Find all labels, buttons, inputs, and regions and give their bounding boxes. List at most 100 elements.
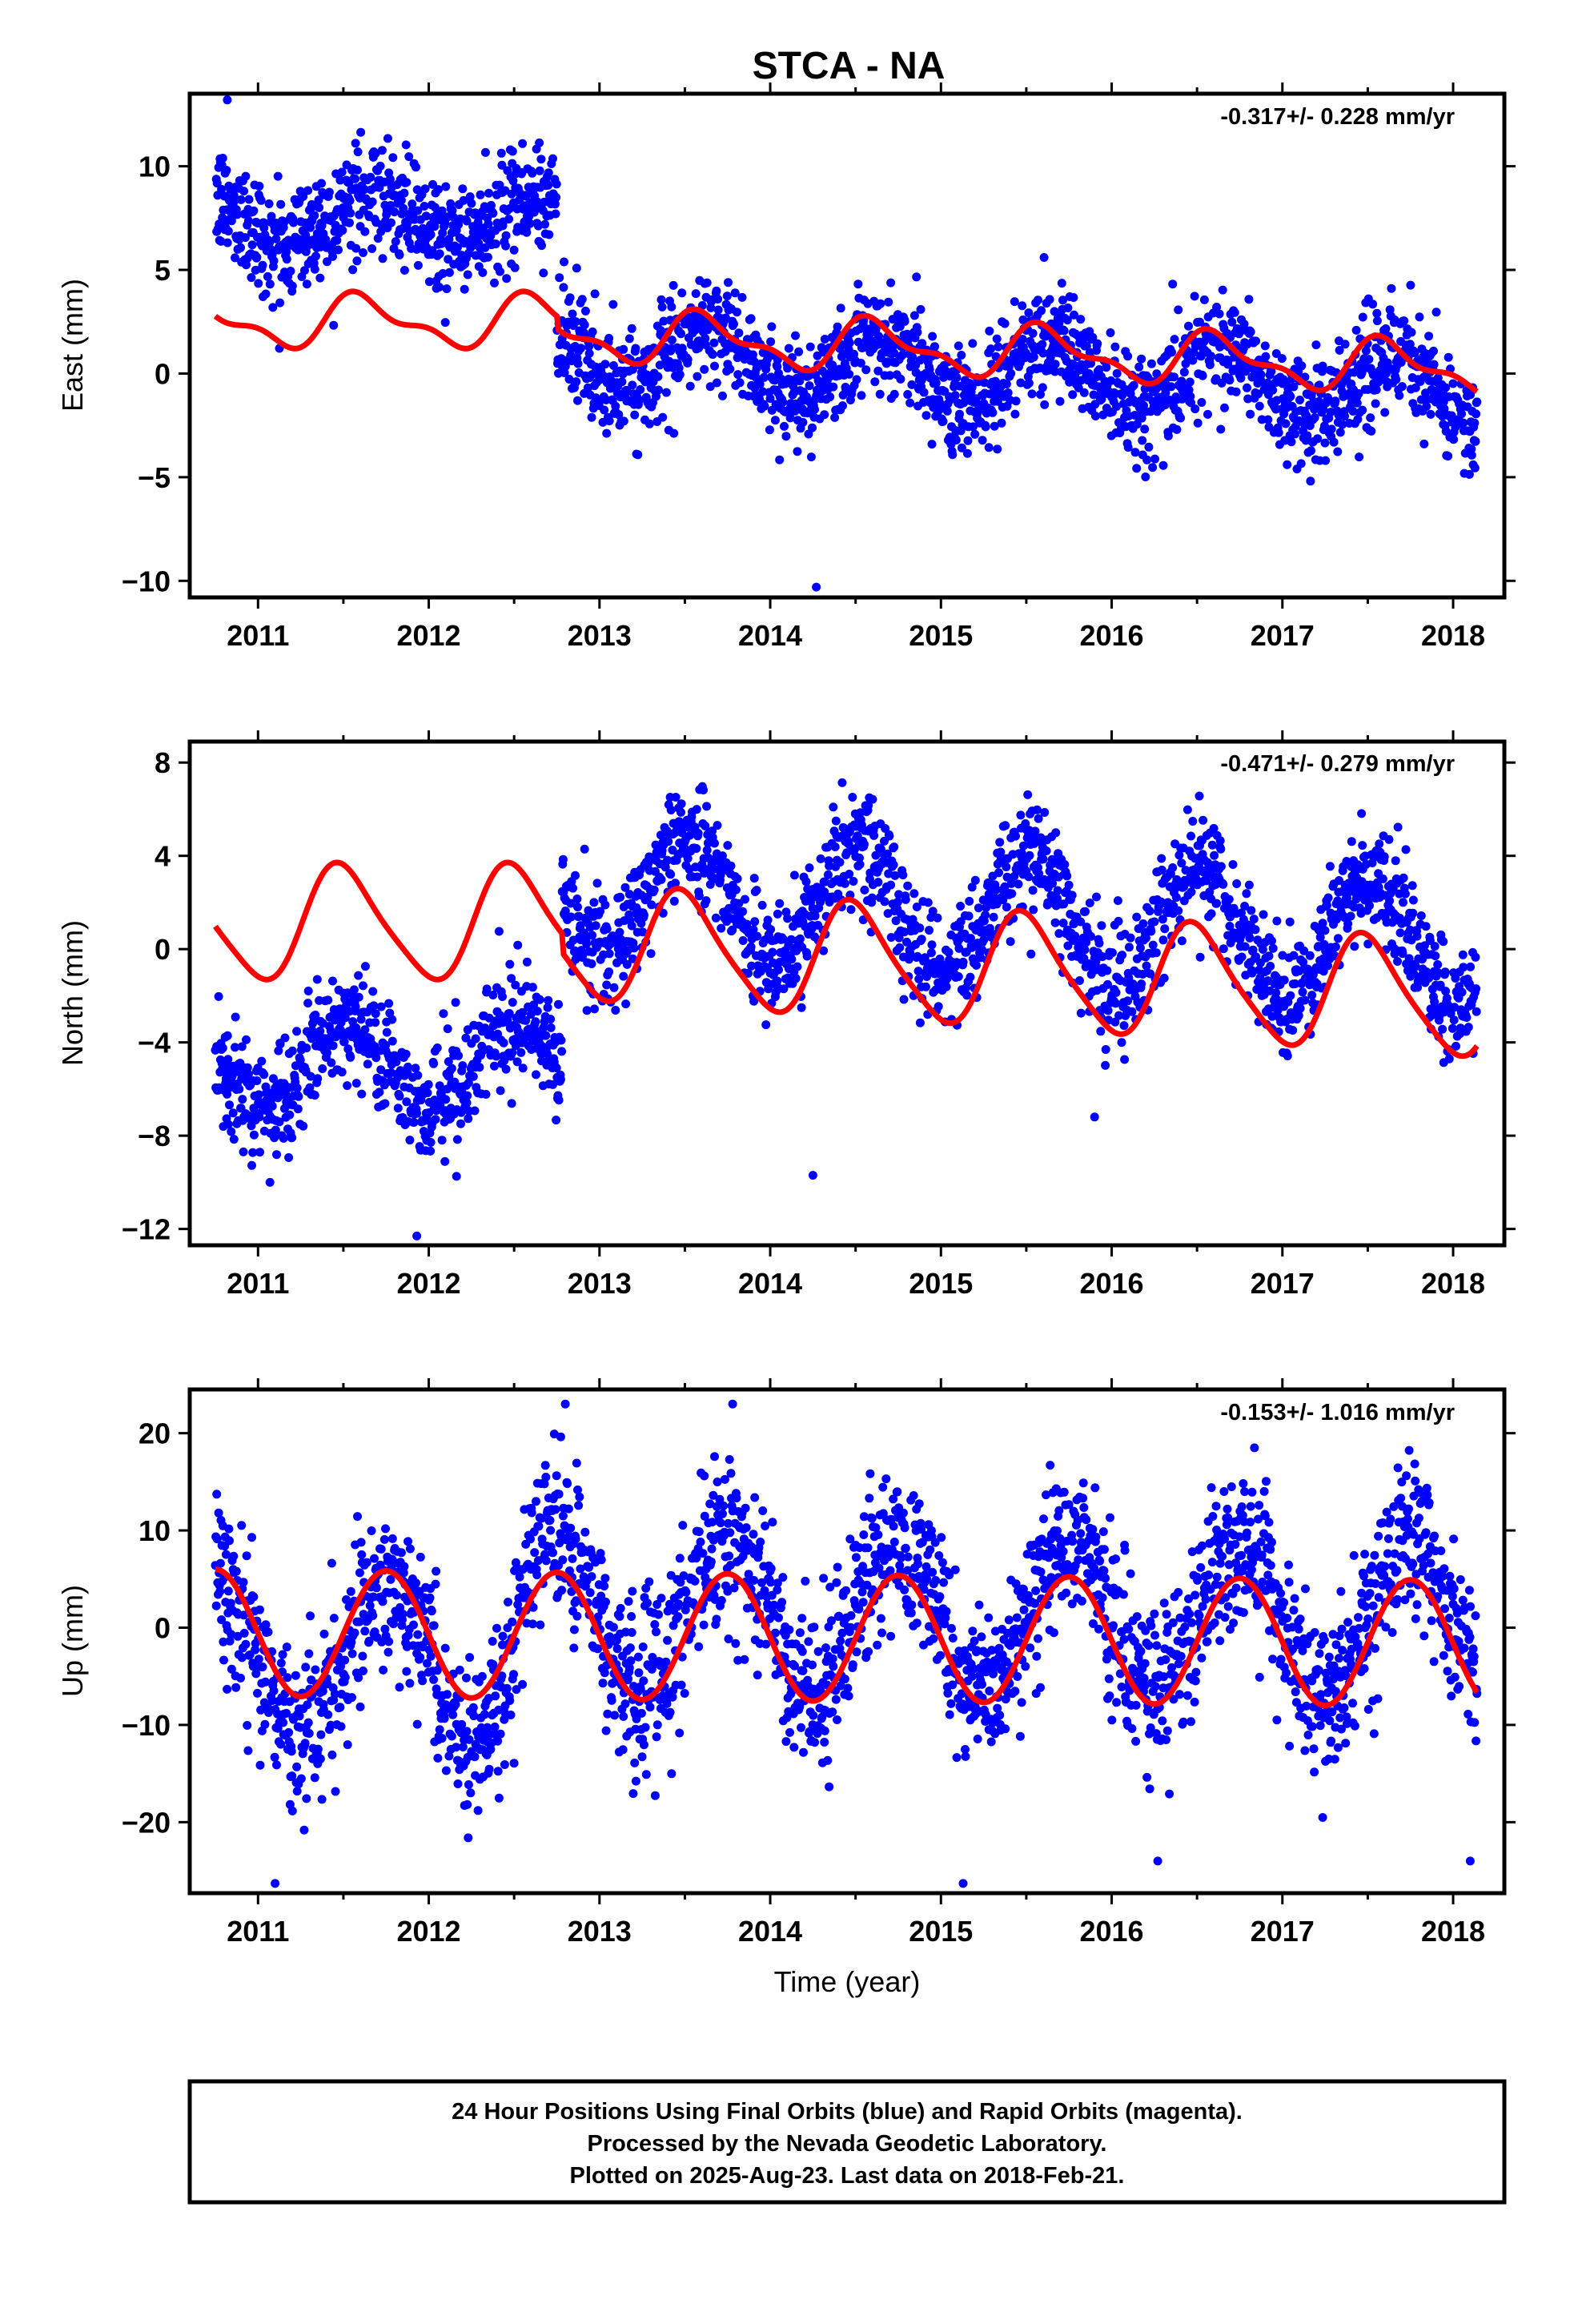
data-point — [267, 1101, 277, 1111]
data-point — [1355, 452, 1364, 462]
data-point — [242, 260, 251, 270]
data-point — [710, 361, 719, 371]
data-point — [1458, 950, 1468, 959]
data-point — [724, 278, 733, 287]
data-point — [1093, 339, 1102, 348]
data-point — [1441, 383, 1451, 392]
data-point — [1399, 898, 1407, 907]
data-point — [1177, 936, 1186, 946]
data-point — [544, 168, 553, 178]
data-point — [630, 410, 640, 420]
data-point — [279, 1133, 288, 1143]
data-point — [383, 134, 392, 143]
data-point — [835, 858, 845, 867]
data-point — [302, 279, 311, 289]
data-point — [876, 299, 885, 308]
data-point — [343, 1081, 352, 1091]
data-point — [335, 175, 345, 185]
data-point — [1333, 447, 1343, 456]
data-point — [580, 306, 590, 316]
data-point — [1443, 452, 1453, 460]
data-point — [225, 1100, 234, 1110]
data-point — [359, 248, 367, 257]
data-point — [1203, 409, 1212, 419]
data-point — [1086, 931, 1095, 941]
data-point — [741, 895, 749, 904]
data-point — [1261, 352, 1271, 361]
data-point — [287, 1046, 297, 1055]
data-point — [384, 999, 394, 1008]
data-point — [692, 805, 701, 814]
data-point — [276, 199, 286, 209]
data-point — [410, 215, 420, 224]
data-point — [1199, 295, 1209, 304]
data-point — [616, 892, 625, 902]
data-point — [1011, 396, 1021, 406]
data-point — [849, 877, 858, 886]
data-point — [396, 195, 406, 205]
data-point — [962, 448, 972, 458]
data-point — [329, 320, 339, 330]
data-point — [913, 328, 922, 337]
data-point — [1421, 922, 1431, 931]
data-point — [462, 216, 472, 226]
data-point — [507, 1099, 516, 1108]
x-tick-label: 2015 — [909, 619, 973, 652]
data-point — [353, 165, 362, 175]
data-point — [387, 1015, 397, 1024]
data-point — [269, 256, 279, 266]
data-point — [604, 949, 614, 959]
data-point — [1321, 456, 1331, 465]
data-point — [993, 444, 1002, 454]
data-point — [375, 1088, 384, 1097]
data-point — [915, 923, 925, 933]
data-point — [241, 171, 251, 181]
data-point — [243, 216, 253, 226]
data-point — [1076, 1008, 1086, 1018]
data-point — [820, 410, 829, 420]
data-point — [773, 976, 782, 986]
data-point — [1118, 951, 1127, 960]
data-point — [522, 227, 532, 237]
data-point — [666, 806, 676, 814]
data-point — [1327, 424, 1336, 434]
data-point — [1277, 354, 1287, 364]
data-point — [532, 1007, 542, 1016]
data-point — [675, 370, 685, 380]
data-point — [1230, 308, 1239, 317]
data-point — [284, 1153, 294, 1162]
data-point — [1231, 387, 1241, 396]
data-point — [646, 949, 656, 959]
data-point — [933, 913, 942, 923]
data-point — [401, 140, 411, 150]
data-point — [531, 1017, 540, 1027]
data-point — [1007, 889, 1017, 899]
data-point — [848, 793, 857, 802]
data-point — [558, 854, 568, 864]
data-point — [324, 187, 334, 197]
data-point — [589, 898, 599, 907]
data-point — [627, 324, 636, 333]
data-point — [337, 1068, 347, 1077]
data-point — [452, 243, 462, 252]
data-point — [893, 897, 902, 907]
data-point — [356, 127, 366, 137]
data-point — [1358, 405, 1367, 415]
data-point — [232, 210, 242, 219]
data-point — [1400, 889, 1410, 899]
data-point — [554, 999, 563, 1009]
data-point — [1287, 437, 1296, 447]
data-point — [1268, 385, 1278, 395]
data-point — [1117, 1038, 1126, 1047]
data-point — [1026, 949, 1036, 959]
data-point — [1368, 300, 1378, 309]
data-point — [1024, 378, 1034, 388]
data-point — [997, 418, 1006, 428]
data-point — [921, 411, 931, 420]
data-point — [805, 863, 814, 873]
data-point — [1244, 295, 1254, 304]
data-point — [964, 911, 974, 921]
data-point — [1028, 328, 1038, 338]
data-point — [351, 139, 360, 148]
